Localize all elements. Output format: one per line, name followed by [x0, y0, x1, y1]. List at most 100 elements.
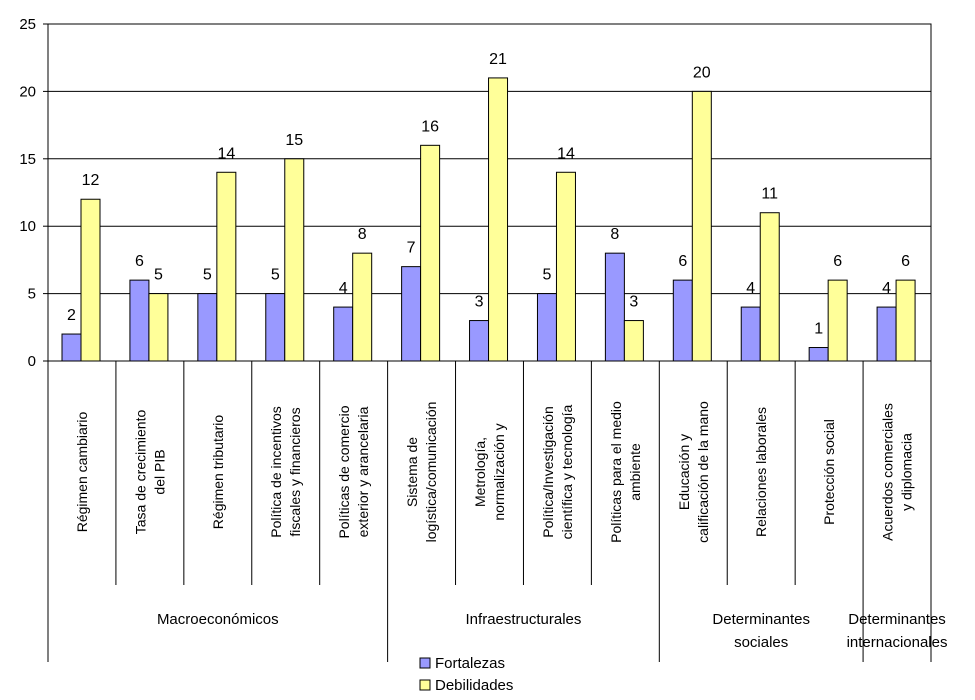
category-label-line: Políticas de comercio	[336, 405, 352, 538]
category-label: Políticas para el medio ambiente	[608, 401, 643, 543]
bar-debilidades-3	[284, 158, 305, 362]
category-label: Protección social	[821, 419, 837, 525]
bar-debilidades-0	[80, 198, 101, 362]
group-label: sociales	[734, 634, 788, 651]
category-label: Política de incentivos fiscales y financi…	[268, 406, 303, 538]
data-label-fortalezas: 3	[475, 294, 484, 311]
bar-fortalezas-1	[129, 279, 150, 362]
data-label-fortalezas: 8	[610, 226, 619, 243]
bar-debilidades-8	[623, 320, 644, 362]
group-label: Macroeconómicos	[157, 611, 279, 628]
category-label-line: Tasa de crecimiento	[132, 410, 148, 535]
category-label-line: del PIB	[151, 449, 167, 494]
category-label-line: Régimen tributario	[210, 415, 226, 530]
group-label: Infraestructurales	[466, 611, 582, 628]
axes	[43, 23, 932, 662]
data-label-fortalezas: 4	[882, 280, 891, 297]
bar-fortalezas-3	[265, 293, 286, 362]
category-label-line: científica y tecnología	[559, 404, 575, 539]
group-label: Determinantes	[712, 611, 810, 628]
y-tick-label: 25	[19, 16, 36, 33]
data-label-debilidades: 5	[154, 267, 163, 284]
data-label-fortalezas: 7	[407, 240, 416, 257]
category-label-line: Acuerdos comerciales	[880, 403, 896, 541]
category-label: Sistema de logística/comunicación	[404, 402, 439, 543]
data-label-fortalezas: 5	[543, 267, 552, 284]
category-label-line: y diplomacia	[899, 433, 915, 511]
data-label-debilidades: 6	[901, 253, 910, 270]
bar-debilidades-9	[691, 90, 712, 362]
category-label: Políticas de comercio exterior y arancela…	[336, 405, 371, 538]
data-label-fortalezas: 4	[746, 280, 755, 297]
category-label-line: ambiente	[627, 443, 643, 501]
legend-label-fortalezas: Fortalezas	[435, 655, 505, 672]
bar-debilidades-4	[352, 252, 373, 362]
bar-debilidades-11	[827, 279, 848, 362]
bar-debilidades-5	[420, 144, 441, 362]
category-label-line: Relaciones laborales	[753, 407, 769, 537]
category-label-line: Sistema de	[404, 437, 420, 507]
bar-debilidades-10	[759, 212, 780, 362]
bar-debilidades-7	[555, 171, 576, 362]
bar-fortalezas-9	[672, 279, 693, 362]
data-label-debilidades: 11	[761, 186, 778, 203]
bar-fortalezas-0	[61, 333, 82, 362]
legend-label-debilidades: Debilidades	[435, 677, 513, 694]
category-label-line: Educación y	[676, 434, 692, 510]
data-label-fortalezas: 5	[271, 267, 280, 284]
data-label-debilidades: 8	[358, 226, 367, 243]
data-label-debilidades: 3	[629, 294, 638, 311]
category-label-line: logística/comunicación	[423, 402, 439, 543]
y-tick-label: 15	[19, 151, 36, 168]
category-label-line: fiscales y financieros	[287, 407, 303, 536]
category-label-line: exterior y arancelaria	[355, 406, 371, 537]
data-label-fortalezas: 6	[678, 253, 687, 270]
bar-fortalezas-8	[604, 252, 625, 362]
category-label-line: Políticas para el medio	[608, 401, 624, 543]
bar-fortalezas-11	[808, 347, 829, 362]
group-label: internacionales	[847, 634, 948, 651]
data-label-debilidades: 14	[557, 145, 575, 162]
category-label-line: Política/Investigación	[540, 406, 556, 538]
data-label-fortalezas: 5	[203, 267, 212, 284]
category-label-line: normalización y	[491, 423, 507, 520]
bar-debilidades-12	[895, 279, 916, 362]
y-tick-label: 10	[19, 218, 36, 235]
legend: Fortalezas Debilidades	[419, 655, 513, 694]
data-label-debilidades: 14	[217, 145, 235, 162]
category-label: Política/Investigación científica y tecno…	[540, 404, 575, 539]
category-label: Régimen cambiario	[74, 411, 90, 532]
legend-swatch-fortalezas	[419, 657, 431, 669]
category-label-line: Régimen cambiario	[74, 411, 90, 532]
category-label: Relaciones laborales	[753, 407, 769, 537]
bar-debilidades-1	[148, 293, 169, 362]
category-label: Metrología, normalización y	[472, 423, 507, 520]
category-label: Acuerdos comerciales y diplomacia	[880, 403, 915, 541]
y-tick-label: 5	[28, 286, 36, 303]
bar-debilidades-2	[216, 171, 237, 362]
data-label-fortalezas: 1	[814, 321, 823, 338]
data-label-debilidades: 12	[82, 172, 100, 189]
category-label-line: Política de incentivos	[268, 406, 284, 538]
bar-fortalezas-6	[469, 320, 490, 362]
bar-fortalezas-2	[197, 293, 218, 362]
data-label-debilidades: 15	[285, 132, 303, 149]
bar-debilidades-6	[488, 77, 509, 362]
data-label-fortalezas: 6	[135, 253, 144, 270]
data-label-debilidades: 16	[421, 118, 439, 135]
group-label: Determinantes	[848, 611, 946, 628]
data-label-fortalezas: 2	[67, 307, 76, 324]
bar-fortalezas-4	[333, 306, 354, 362]
category-label: Educación y calificación de la mano	[676, 401, 711, 543]
bar-fortalezas-10	[740, 306, 761, 362]
bars	[61, 77, 916, 362]
bar-fortalezas-5	[401, 266, 422, 362]
data-label-fortalezas: 4	[339, 280, 348, 297]
category-label-line: Metrología,	[472, 437, 488, 507]
category-label-line: Protección social	[821, 419, 837, 525]
bar-fortalezas-12	[876, 306, 897, 362]
data-label-debilidades: 21	[489, 51, 507, 68]
category-label: Régimen tributario	[210, 415, 226, 530]
